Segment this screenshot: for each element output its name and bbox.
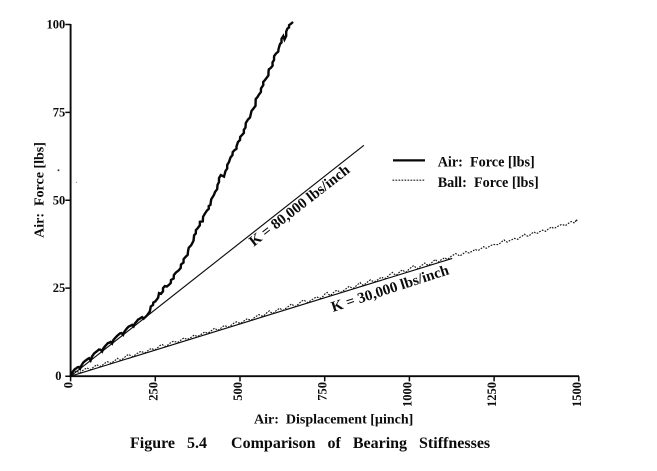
svg-text:250: 250 [146, 382, 160, 401]
svg-text:1000: 1000 [400, 382, 414, 407]
svg-text:Air: Force [lbs]: Air: Force [lbs] [33, 142, 48, 238]
svg-text:Ball: Force [lbs]: Ball: Force [lbs] [438, 175, 539, 191]
svg-text:Air: Displacement [µinch]: Air: Displacement [µinch] [254, 413, 413, 428]
svg-text:750: 750 [316, 382, 330, 401]
svg-text:0: 0 [55, 369, 61, 383]
svg-text:1250: 1250 [485, 382, 499, 407]
svg-text:75: 75 [53, 105, 66, 119]
svg-text:1500: 1500 [570, 382, 584, 407]
svg-text:500: 500 [231, 382, 245, 401]
svg-text:Figure 5.4 Comparison of Bear: Figure 5.4 Comparison of Bearing Stiffne… [130, 435, 490, 452]
svg-text:0: 0 [62, 382, 76, 388]
svg-text:Air: Force [lbs]: Air: Force [lbs] [438, 154, 535, 170]
svg-text:100: 100 [46, 18, 65, 32]
svg-text:25: 25 [53, 281, 66, 295]
svg-text:50: 50 [53, 193, 66, 207]
